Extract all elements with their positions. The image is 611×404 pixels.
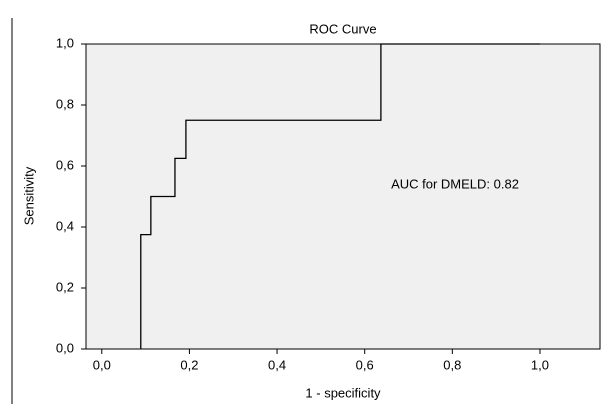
y-tick-label: 0,8 [56,96,74,111]
x-axis-label: 1 - specificity [305,385,381,400]
x-tick-label: 0,8 [443,357,461,372]
x-tick-label: 0,4 [268,357,286,372]
x-tick-label: 0,0 [93,357,111,372]
y-axis-label: Sensitivity [21,166,36,225]
x-tick-label: 0,2 [180,357,198,372]
y-tick-label: 0,4 [56,218,74,233]
y-tick-label: 0,2 [56,279,74,294]
annotation: AUC for DMELD: 0.82 [391,176,519,191]
y-tick-label: 0,0 [56,340,74,355]
chart-title: ROC Curve [309,21,376,36]
y-tick-label: 0,6 [56,157,74,172]
roc-line [140,43,540,349]
x-tick-label: 1,0 [531,357,549,372]
y-tick-label: 1,0 [56,35,74,50]
x-tick-label: 0,6 [356,357,374,372]
